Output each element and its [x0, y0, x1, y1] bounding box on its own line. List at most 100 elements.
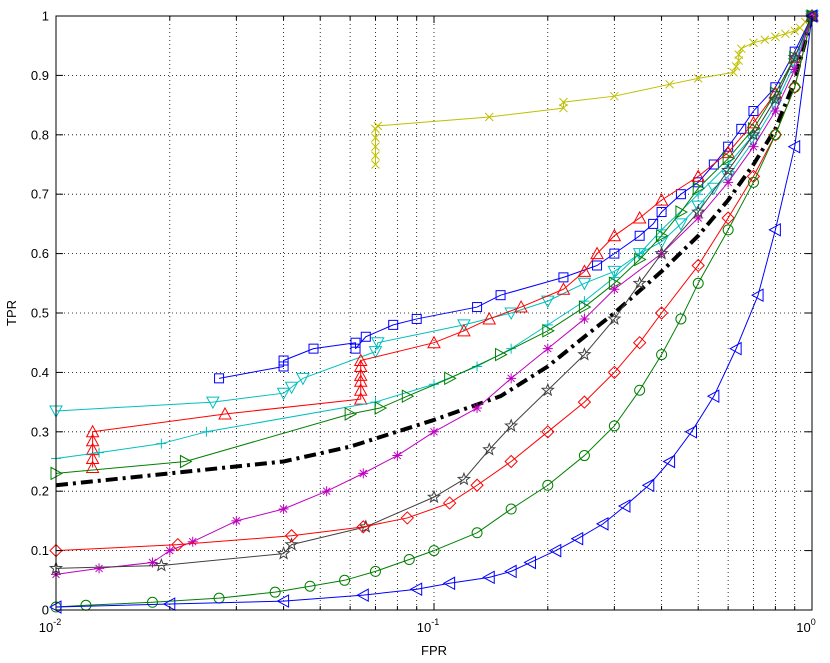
data-point — [371, 142, 380, 152]
series-line — [55, 15, 813, 569]
data-point — [471, 527, 483, 539]
data-point — [403, 554, 415, 566]
data-point — [607, 265, 622, 279]
data-point — [662, 454, 676, 469]
data-point — [146, 596, 158, 608]
data-point — [736, 123, 747, 134]
data-point — [540, 382, 555, 397]
series-8 — [48, 8, 820, 575]
data-point — [577, 347, 592, 361]
data-point — [693, 189, 704, 200]
data-point — [278, 355, 289, 366]
data-point — [768, 222, 781, 237]
data-point — [654, 193, 669, 206]
data-point — [308, 343, 319, 354]
data-point — [789, 81, 801, 93]
data-point — [749, 38, 758, 48]
data-point — [654, 246, 669, 260]
data-point — [495, 347, 508, 362]
data-point — [353, 368, 368, 381]
data-point — [392, 450, 403, 461]
x-tick-exponent: -1 — [431, 617, 439, 627]
data-point — [353, 353, 368, 367]
data-point — [578, 450, 590, 462]
data-point — [426, 489, 442, 504]
data-point — [648, 218, 659, 229]
series-7 — [51, 11, 817, 580]
data-point — [400, 511, 415, 525]
data-point — [429, 426, 439, 437]
data-point — [632, 335, 647, 350]
data-point — [556, 282, 571, 295]
data-point — [693, 74, 703, 83]
data-point — [609, 272, 620, 283]
data-point — [472, 302, 483, 313]
data-point — [542, 323, 555, 338]
y-tick-label: 0.1 — [31, 543, 49, 558]
data-point — [484, 112, 494, 122]
data-point — [609, 284, 620, 295]
data-point — [278, 361, 289, 372]
data-point — [504, 564, 517, 579]
data-point — [94, 447, 105, 458]
data-point — [358, 519, 373, 533]
data-point — [284, 381, 299, 395]
data-point — [85, 424, 100, 438]
data-point — [548, 543, 562, 558]
data-point — [760, 35, 770, 45]
data-point — [504, 307, 518, 321]
data-point — [505, 503, 517, 515]
tick-marks — [55, 15, 813, 611]
data-point — [304, 580, 316, 592]
data-point — [747, 176, 759, 188]
data-point — [780, 29, 790, 39]
data-point — [353, 383, 368, 396]
data-point — [482, 311, 497, 325]
y-tick-label: 0.7 — [31, 187, 49, 202]
data-point — [722, 151, 736, 166]
x-axis-label: FPR — [421, 643, 447, 658]
data-point — [444, 371, 457, 386]
data-point — [156, 438, 167, 449]
data-point — [577, 264, 592, 277]
data-point — [339, 574, 351, 586]
data-point — [734, 50, 744, 59]
y-axis-label: TPR — [4, 300, 19, 326]
data-point — [674, 218, 688, 231]
data-point — [350, 343, 361, 354]
data-point — [721, 211, 735, 225]
data-point — [721, 170, 735, 184]
data-point — [356, 520, 370, 534]
series-line — [92, 15, 813, 468]
data-point — [495, 290, 506, 301]
data-point — [747, 122, 761, 136]
data-point — [559, 97, 568, 107]
data-point — [787, 80, 802, 94]
data-point — [691, 204, 706, 219]
data-point — [296, 372, 310, 386]
data-point — [442, 576, 456, 591]
y-tick-label: 0.9 — [31, 68, 49, 83]
data-point — [542, 343, 553, 354]
data-point — [736, 44, 746, 54]
data-point — [656, 224, 667, 235]
x-tick-label: 10-2 — [39, 617, 61, 635]
data-point — [411, 313, 422, 324]
data-point — [409, 582, 423, 597]
data-point — [634, 252, 647, 267]
data-point — [654, 306, 669, 320]
data-point — [179, 454, 193, 469]
data-point — [85, 451, 100, 465]
data-point — [147, 557, 158, 568]
data-point — [656, 349, 668, 361]
data-point — [693, 212, 704, 223]
data-point — [721, 145, 735, 159]
data-point — [427, 335, 441, 349]
data-point — [675, 313, 687, 325]
series-11 — [48, 9, 818, 614]
data-point — [558, 272, 569, 283]
data-point — [787, 139, 801, 154]
data-point — [577, 277, 592, 291]
